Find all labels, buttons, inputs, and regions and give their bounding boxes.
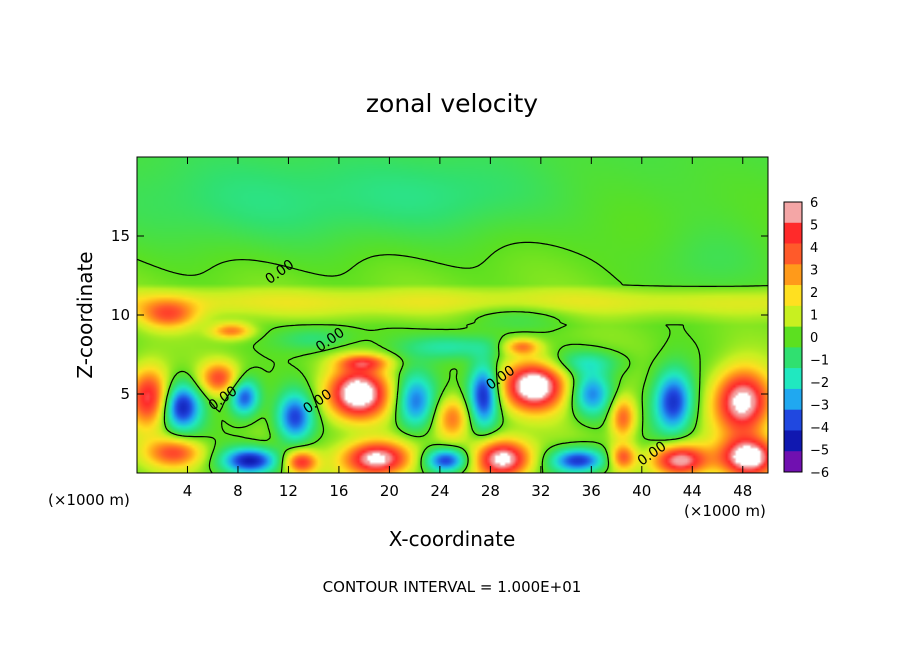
- colorbar-swatch: [784, 305, 802, 327]
- x-axis-title: X-coordinate: [389, 527, 516, 551]
- y-axis: 5 10 15: [111, 227, 768, 403]
- x-tick-label: 12: [279, 482, 298, 500]
- colorbar-label: 1: [810, 309, 818, 324]
- colorbar-swatch: [784, 430, 802, 452]
- colorbar-swatch: [784, 326, 802, 348]
- colorbar-label: −2: [810, 376, 829, 391]
- colorbar-label: −4: [810, 421, 829, 436]
- x-tick-label: 20: [380, 482, 399, 500]
- x-tick-label: 48: [733, 482, 752, 500]
- x-unit-label-right: (×1000 m): [684, 502, 766, 520]
- y-tick-label: 5: [120, 385, 130, 403]
- x-tick-label: 4: [183, 482, 193, 500]
- x-tick-label: 28: [481, 482, 500, 500]
- colorbar-label: 2: [810, 286, 818, 301]
- colorbar-label: −3: [810, 399, 829, 414]
- x-tick-label: 8: [233, 482, 243, 500]
- contour-line: [136, 241, 769, 474]
- colorbar-swatch: [784, 409, 802, 431]
- colorbar-label: 6: [810, 196, 818, 211]
- x-unit-label: (×1000 m): [48, 491, 130, 509]
- colorbar-label: 0: [810, 331, 818, 346]
- x-tick-label: 40: [632, 482, 651, 500]
- velocity-field: [137, 157, 768, 473]
- colorbar: 6 5 4 3 2 1 0 −1 −2 −3 −4 −5 −6: [783, 196, 829, 481]
- colorbar-label: 5: [810, 219, 818, 234]
- colorbar-swatch: [784, 243, 802, 265]
- colorbar-swatch: [784, 264, 802, 286]
- colorbar-label: 3: [810, 264, 818, 279]
- colorbar-frame: [783, 201, 803, 473]
- chart-title: zonal velocity: [366, 89, 538, 118]
- colorbar-swatch: [784, 388, 802, 410]
- y-axis-title: Z-coordinate: [73, 251, 97, 378]
- y-tick-label: 15: [111, 227, 130, 245]
- x-tick-label: 32: [531, 482, 550, 500]
- colorbar-label: −1: [810, 354, 829, 369]
- x-tick-label: 44: [683, 482, 702, 500]
- colorbar-swatch: [784, 222, 802, 244]
- contour-interval: CONTOUR INTERVAL = 1.000E+01: [323, 578, 582, 596]
- colorbar-swatch: [784, 368, 802, 390]
- x-tick-label: 24: [430, 482, 449, 500]
- x-axis: 4 8 12 16 20 24 28 32 36 40 44 48: [183, 157, 752, 500]
- colorbar-swatch: [784, 451, 802, 473]
- x-tick-label: 36: [582, 482, 601, 500]
- colorbar-label: −6: [810, 466, 829, 481]
- y-tick-label: 10: [111, 306, 130, 324]
- contour-lines: [136, 241, 769, 474]
- colorbar-label: −5: [810, 444, 829, 459]
- colorbar-label: 4: [810, 241, 818, 256]
- colorbar-swatch: [784, 347, 802, 369]
- colorbar-swatch: [784, 285, 802, 307]
- x-tick-label: 16: [329, 482, 348, 500]
- plot-area: 0.000.000.00 0.000.000.00: [136, 156, 769, 474]
- colorbar-swatch: [784, 202, 802, 224]
